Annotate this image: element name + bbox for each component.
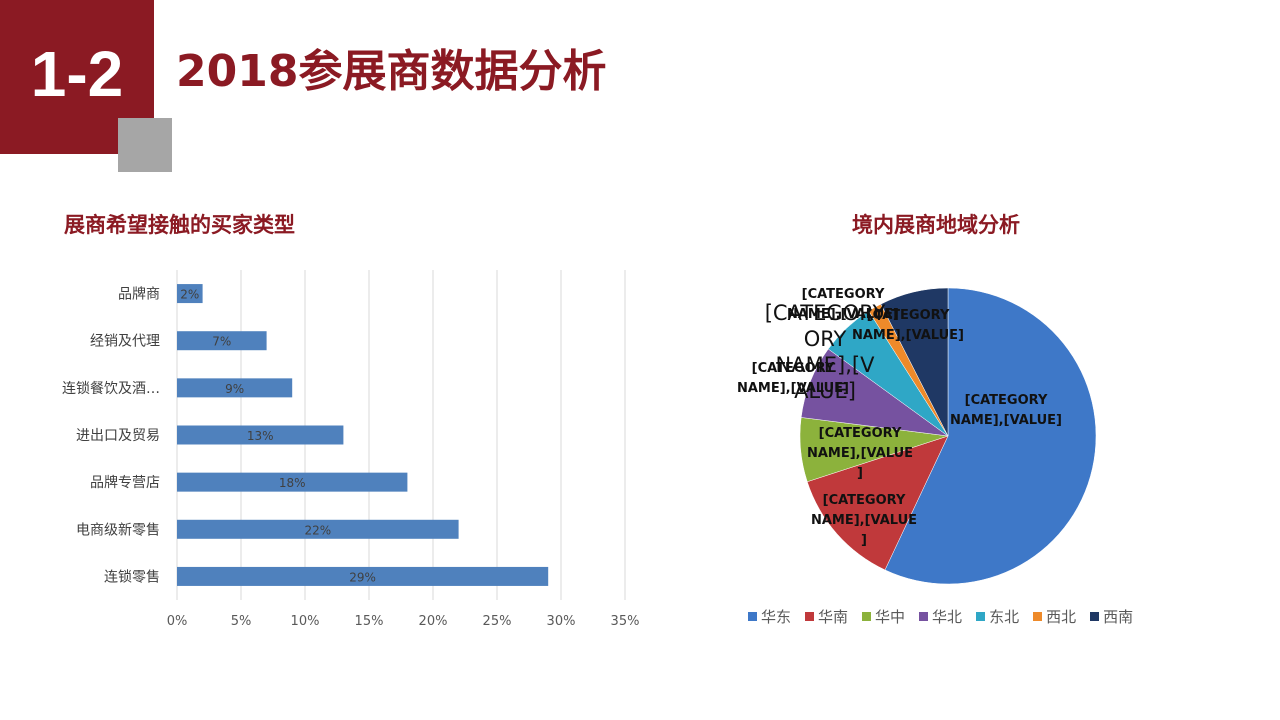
pie-data-label: [CATEGORY NAME],[VALUE] <box>852 308 964 343</box>
legend-item: 华东 <box>748 606 791 627</box>
x-tick-label: 35% <box>611 614 640 629</box>
bar <box>177 566 549 586</box>
legend-item: 东北 <box>976 606 1019 627</box>
bar-data-label: 7% <box>212 335 231 349</box>
legend-item: 西南 <box>1090 606 1133 627</box>
pie-data-label: [CATEGORY NAME],[VALUE] <box>807 426 913 481</box>
bar-data-label: 9% <box>225 382 244 396</box>
pie-data-label: [CATEGORY NAME],[VALUE] <box>787 287 899 322</box>
x-tick-label: 20% <box>419 614 448 629</box>
category-label: 进出口及贸易 <box>76 428 160 444</box>
category-label: 品牌专营店 <box>90 474 160 491</box>
pie-slice <box>884 287 1097 585</box>
legend-label: 华东 <box>761 608 792 626</box>
bar-data-label: 13% <box>247 429 274 443</box>
pie-slice <box>806 435 949 571</box>
bar <box>177 472 408 492</box>
x-tick-label: 10% <box>291 614 320 629</box>
legend-swatch <box>805 612 815 621</box>
corner-gray-block <box>118 118 172 172</box>
legend-swatch <box>748 612 757 621</box>
category-label: 连锁零售 <box>104 569 160 585</box>
bar <box>177 519 459 539</box>
pie-data-label: [CATEGORY ORY NAME],[V ALUE] <box>765 301 886 403</box>
legend-swatch <box>1033 612 1043 621</box>
legend-item: 华南 <box>805 606 848 627</box>
bar <box>177 331 267 351</box>
category-label: 电商级新零售 <box>76 522 160 538</box>
pie-data-label: [CATEGORY NAME],[VALUE] <box>737 361 849 396</box>
legend-item: 华北 <box>919 606 962 627</box>
bar <box>177 378 293 398</box>
category-label: 经销及代理 <box>90 334 160 350</box>
category-label: 品牌商 <box>118 286 160 303</box>
bar-data-label: 29% <box>349 570 376 584</box>
x-tick-label: 30% <box>547 614 576 629</box>
legend-swatch <box>976 612 986 621</box>
x-tick-label: 15% <box>355 614 384 629</box>
bar-data-label: 18% <box>279 476 306 490</box>
pie-data-label: [CATEGORY NAME],[VALUE] <box>950 393 1062 428</box>
bar-data-label: 2% <box>180 288 199 302</box>
legend-label: 华北 <box>932 608 963 626</box>
section-number: 1-2 <box>30 38 124 110</box>
legend-item: 华中 <box>862 606 905 627</box>
legend-swatch <box>919 612 929 621</box>
bar-data-label: 22% <box>304 523 331 537</box>
bar-chart-title: 展商希望接触的买家类型 <box>64 213 295 237</box>
legend-item: 西北 <box>1033 606 1076 627</box>
x-tick-label: 25% <box>483 614 512 629</box>
legend-label: 华南 <box>818 608 849 626</box>
pie-legend: 华东 华南 华中 华北 东北 西北 西南 <box>748 606 1168 627</box>
pie-slice <box>880 287 949 437</box>
legend-swatch <box>1090 612 1100 621</box>
legend-label: 西南 <box>1103 608 1134 626</box>
legend-label: 华中 <box>875 608 906 626</box>
x-tick-label: 5% <box>231 614 252 629</box>
legend-label: 西北 <box>1046 608 1077 626</box>
bar <box>177 425 344 445</box>
pie-chart-title: 境内展商地域分析 <box>852 213 1020 237</box>
x-tick-label: 0% <box>167 614 188 629</box>
page-title: 2018参展商数据分析 <box>176 46 607 97</box>
legend-label: 东北 <box>989 608 1020 626</box>
legend-swatch <box>862 612 872 621</box>
pie-data-label: [CATEGORY NAME],[VALUE] <box>811 493 917 548</box>
bar <box>177 284 203 304</box>
category-label: 连锁餐饮及酒… <box>62 381 160 397</box>
